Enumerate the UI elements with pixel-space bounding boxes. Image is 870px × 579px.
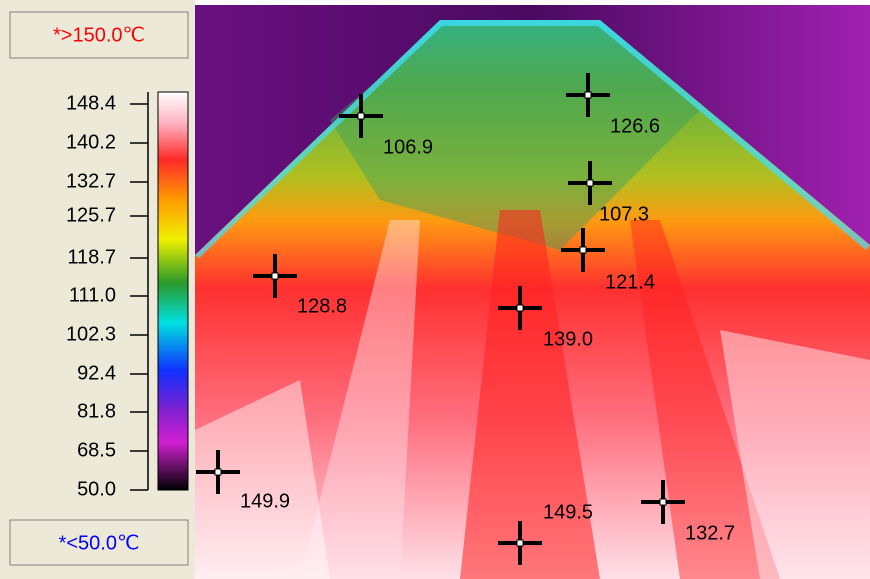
scale-tick-label: 50.0 bbox=[77, 478, 116, 500]
max-label: *>150.0℃ bbox=[53, 24, 145, 46]
crosshair-center bbox=[660, 499, 666, 505]
crosshair-center bbox=[517, 540, 523, 546]
crosshair-center bbox=[517, 305, 523, 311]
crosshair-center bbox=[585, 92, 591, 98]
scale-tick-label: 102.3 bbox=[66, 323, 116, 345]
scale-tick-label: 68.5 bbox=[77, 439, 116, 461]
color-bar bbox=[158, 92, 188, 490]
scale-tick-label: 118.7 bbox=[67, 246, 116, 268]
marker-label: 149.9 bbox=[240, 490, 290, 512]
scale-tick-label: 140.2 bbox=[66, 131, 116, 153]
crosshair-center bbox=[215, 469, 221, 475]
marker-label: 121.4 bbox=[605, 271, 655, 293]
scale-tick-label: 111.0 bbox=[69, 284, 116, 306]
marker-label: 132.7 bbox=[685, 522, 735, 544]
marker-label: 128.8 bbox=[297, 295, 347, 317]
crosshair-center bbox=[272, 273, 278, 279]
thermal-image bbox=[195, 5, 870, 579]
crosshair-center bbox=[358, 113, 364, 119]
scale-tick-label: 81.8 bbox=[77, 400, 116, 422]
min-label: *<50.0℃ bbox=[59, 532, 140, 554]
crosshair-center bbox=[587, 180, 593, 186]
scale-tick-label: 132.7 bbox=[66, 170, 116, 192]
scale-tick-label: 148.4 bbox=[66, 92, 116, 114]
crosshair-center bbox=[580, 247, 586, 253]
marker-label: 139.0 bbox=[543, 328, 593, 350]
thermal-viewer: *>150.0℃ *<50.0℃ 148.4 140.2 132.7 125.7 118… bbox=[0, 0, 870, 579]
scale-tick-label: 125.7 bbox=[66, 204, 116, 226]
marker-label: 149.5 bbox=[543, 501, 593, 523]
marker-label: 106.9 bbox=[383, 136, 433, 158]
marker-label: 107.3 bbox=[599, 203, 649, 225]
marker-label: 126.6 bbox=[610, 115, 660, 137]
scale-tick-label: 92.4 bbox=[77, 362, 116, 384]
